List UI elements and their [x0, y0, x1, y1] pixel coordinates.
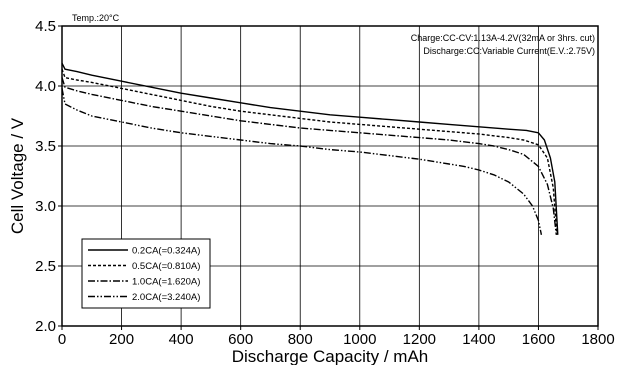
y-axis-title: Cell Voltage / V — [8, 117, 27, 234]
legend: 0.2CA(=0.324A) 0.5CA(=0.810A) 1.0CA(=1.620… — [81, 238, 211, 309]
series-line-3 — [61, 77, 557, 235]
charge-note: Charge:CC-CV:1.13A-4.2V(32mA or 3hrs. cu… — [411, 33, 595, 43]
x-tick-label: 800 — [288, 331, 313, 348]
y-tick-label: 3.5 — [35, 138, 56, 155]
x-tick-label: 400 — [169, 331, 194, 348]
series-lines — [61, 62, 559, 235]
x-axis: 0 200 400 600 800 1000 1200 1400 1600 1800 — [58, 326, 615, 348]
legend-label-2: 0.5CA(=0.810A) — [132, 261, 200, 272]
x-tick-label: 1600 — [522, 331, 555, 348]
x-tick-label: 600 — [228, 331, 253, 348]
series-line-2 — [61, 68, 558, 235]
x-axis-title: Discharge Capacity / mAh — [232, 347, 429, 365]
x-tick-label: 1800 — [581, 331, 614, 348]
plot-frame — [61, 25, 599, 327]
x-tick-label: 1000 — [343, 331, 376, 348]
legend-label-1: 0.2CA(=0.324A) — [132, 246, 200, 257]
y-tick-label: 4.5 — [35, 18, 56, 35]
y-tick-label: 3.0 — [35, 198, 56, 215]
discharge-note: Discharge:CC:Variable Current(E.V.:2.75V… — [423, 46, 595, 56]
series-line-1 — [61, 62, 559, 235]
series-line-4 — [61, 88, 543, 235]
x-tick-label: 0 — [58, 331, 66, 348]
y-axis: 2.0 2.5 3.0 3.5 4.0 4.5 — [35, 18, 62, 335]
y-tick-label: 4.0 — [35, 78, 56, 95]
y-tick-label: 2.0 — [35, 318, 56, 335]
y-tick-label: 2.5 — [35, 258, 56, 275]
x-tick-label: 1200 — [403, 331, 436, 348]
temperature-note: Temp.:20°C — [72, 13, 120, 23]
legend-label-4: 2.0CA(=3.240A) — [132, 292, 200, 303]
grid — [62, 26, 598, 326]
legend-label-3: 1.0CA(=1.620A) — [132, 277, 200, 288]
x-tick-label: 1400 — [462, 331, 495, 348]
x-tick-label: 200 — [109, 331, 134, 348]
